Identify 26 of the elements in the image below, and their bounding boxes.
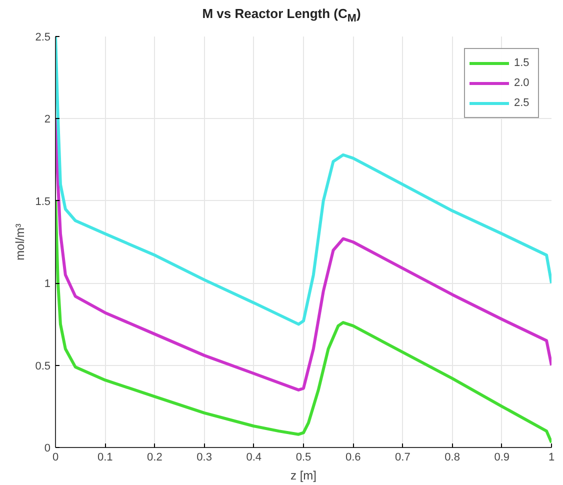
legend-label: 2.0 bbox=[514, 77, 530, 89]
x-tick-label: 0 bbox=[52, 452, 59, 464]
chart-title: M vs Reactor Length (C$_{M}$) bbox=[201, 6, 362, 25]
x-tick-label: 0.3 bbox=[196, 452, 212, 464]
y-tick-label: 1 bbox=[44, 278, 51, 290]
x-tick-label: 0.9 bbox=[494, 452, 510, 464]
x-tick-label: 0.4 bbox=[246, 452, 262, 464]
x-tick-label: 0.6 bbox=[345, 452, 361, 464]
x-tick-label: 1 bbox=[548, 452, 555, 464]
x-tick-label: 0.2 bbox=[147, 452, 162, 464]
x-tick-label: 0.7 bbox=[395, 452, 410, 464]
x-tick-label: 0.8 bbox=[444, 452, 460, 464]
line-series bbox=[56, 199, 552, 444]
y-tick-label: 2 bbox=[44, 114, 51, 126]
y-tick-label: 2.5 bbox=[35, 32, 51, 44]
line-series bbox=[56, 36, 552, 326]
x-tick-label: 0.1 bbox=[97, 452, 113, 464]
y-tick-label: 0.5 bbox=[35, 360, 51, 372]
legend-label: 1.5 bbox=[514, 57, 530, 69]
x-axis-title: z [m] bbox=[290, 468, 316, 482]
y-tick-label: 0 bbox=[44, 442, 51, 454]
x-tick-label: 0.5 bbox=[296, 452, 312, 464]
legend-label: 2.5 bbox=[514, 97, 530, 109]
y-tick-label: 1.5 bbox=[35, 196, 51, 208]
line-series bbox=[56, 117, 552, 392]
y-axis-title: mol/m³ bbox=[13, 224, 28, 260]
